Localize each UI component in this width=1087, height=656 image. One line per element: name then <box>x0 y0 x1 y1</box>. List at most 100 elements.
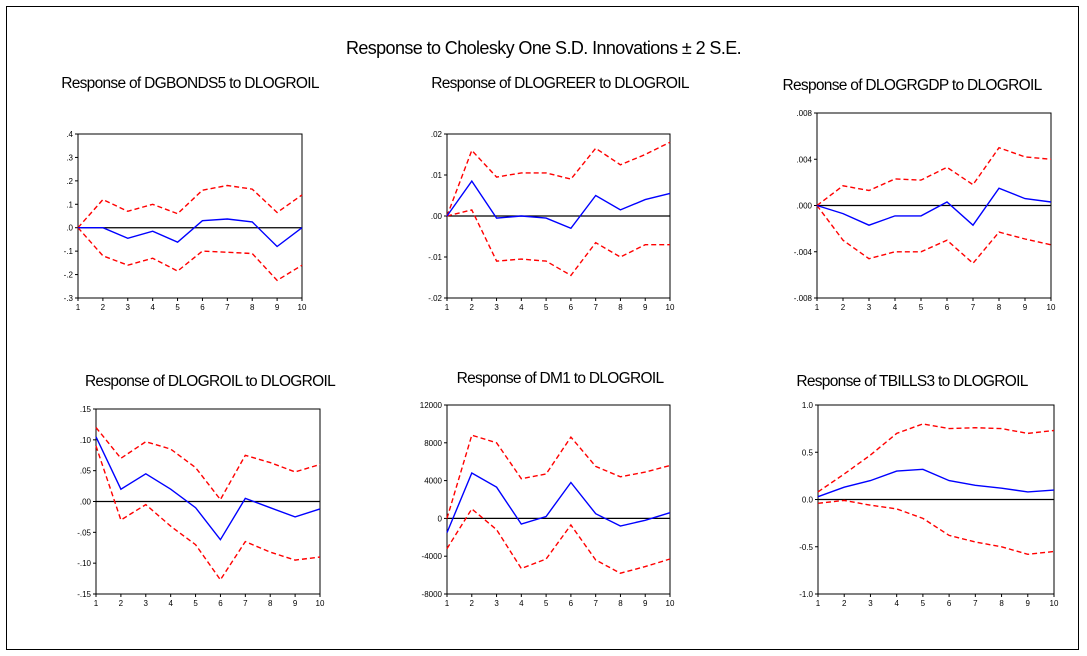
x-tick-label: 9 <box>1023 303 1028 312</box>
lower-band <box>446 209 670 277</box>
x-tick-label: 6 <box>569 599 574 608</box>
x-tick-label: 6 <box>945 303 950 312</box>
x-tick-label: 10 <box>298 303 307 312</box>
x-tick-label: 4 <box>894 599 899 608</box>
panel-5: Response of DM1 to DLOGROIL -8000 -4000 0 40… <box>420 370 675 608</box>
panel-3: Response of DLOGRGDP to DLOGROIL -.008 -.0… <box>782 77 1056 312</box>
x-tick-label: 10 <box>1050 599 1059 608</box>
upper-band <box>817 423 1055 493</box>
y-tick-label: -0.5 <box>799 543 813 552</box>
x-tick-label: 5 <box>193 599 198 608</box>
y-tick-label: .2 <box>66 177 73 186</box>
y-tick-label: 12000 <box>420 401 443 410</box>
y-tick-label: .02 <box>431 130 443 139</box>
x-tick-label: 2 <box>470 599 475 608</box>
x-tick-label: 5 <box>175 303 180 312</box>
panel-4: Response of DLOGROIL to DLOGROIL -.15 -.10… <box>77 373 337 608</box>
x-tick-label: 9 <box>293 599 298 608</box>
panel-6: Response of TBILLS3 to DLOGROIL -1.0 -0.5 0… <box>796 373 1059 608</box>
y-tick-label: -.05 <box>77 528 91 537</box>
y-tick-label: .004 <box>796 155 812 164</box>
x-tick-label: 2 <box>841 303 846 312</box>
panel-title: Response of DM1 to DLOGROIL <box>457 370 665 387</box>
x-tick-label: 2 <box>119 599 124 608</box>
x-tick-label: 2 <box>101 303 106 312</box>
x-tick-label: 6 <box>200 303 205 312</box>
lower-band <box>77 227 303 282</box>
lower-band <box>95 445 321 582</box>
lower-band <box>816 205 1052 265</box>
lower-band <box>817 499 1055 556</box>
x-tick-label: 9 <box>1026 599 1031 608</box>
x-tick-label: 5 <box>921 599 926 608</box>
panel-2: Response of DLOGREER to DLOGROIL -.02 -.01… <box>428 75 690 312</box>
x-tick-label: 7 <box>973 599 978 608</box>
x-tick-label: 5 <box>544 303 549 312</box>
upper-band <box>816 146 1052 207</box>
y-tick-label: .008 <box>796 109 812 118</box>
x-tick-label: 7 <box>971 303 976 312</box>
x-tick-label: 3 <box>126 303 131 312</box>
x-tick-label: 3 <box>494 599 499 608</box>
panel-title: Response of DLOGROIL to DLOGROIL <box>85 373 336 390</box>
x-tick-label: 8 <box>618 303 623 312</box>
y-tick-label: .00 <box>80 498 92 507</box>
x-tick-label: 6 <box>569 303 574 312</box>
y-tick-label: -.1 <box>64 247 74 256</box>
x-tick-label: 3 <box>494 303 499 312</box>
y-tick-label: 0.5 <box>802 448 814 457</box>
x-tick-label: 4 <box>150 303 155 312</box>
x-tick-label: 9 <box>643 599 648 608</box>
y-tick-label: 4000 <box>424 477 442 486</box>
y-tick-label: -.15 <box>77 590 91 599</box>
x-tick-label: 1 <box>445 303 450 312</box>
x-tick-label: 8 <box>268 599 273 608</box>
x-tick-label: 1 <box>94 599 99 608</box>
panel-title: Response of DGBONDS5 to DLOGROIL <box>61 75 320 92</box>
y-tick-label: 0.0 <box>802 496 814 505</box>
y-tick-label: .00 <box>431 212 443 221</box>
panel-title: Response of DLOGREER to DLOGROIL <box>431 75 690 92</box>
x-tick-label: 7 <box>593 599 598 608</box>
y-tick-label: .0 <box>66 224 73 233</box>
x-tick-label: 7 <box>243 599 248 608</box>
x-tick-label: 1 <box>76 303 81 312</box>
upper-band <box>446 141 671 217</box>
x-tick-label: 2 <box>470 303 475 312</box>
x-tick-label: 10 <box>316 599 325 608</box>
x-tick-label: 4 <box>519 599 524 608</box>
y-tick-label: -.10 <box>77 559 91 568</box>
y-tick-label: .01 <box>431 171 443 180</box>
x-tick-label: 8 <box>997 303 1002 312</box>
y-tick-label: -1.0 <box>799 590 813 599</box>
x-tick-label: 9 <box>643 303 648 312</box>
panel-1: Response of DGBONDS5 to DLOGROIL -.3 -.2 -.… <box>61 75 320 312</box>
y-tick-label: -8000 <box>422 590 443 599</box>
y-tick-label: -.02 <box>428 294 442 303</box>
y-tick-label: .1 <box>66 200 73 209</box>
x-tick-label: 3 <box>867 303 872 312</box>
x-tick-label: 9 <box>275 303 280 312</box>
y-tick-label: 8000 <box>424 439 442 448</box>
x-tick-label: 2 <box>842 599 847 608</box>
y-tick-label: .15 <box>80 405 92 414</box>
x-tick-label: 5 <box>919 303 924 312</box>
upper-band <box>77 184 303 229</box>
response-line <box>817 468 1055 498</box>
y-tick-label: .000 <box>796 202 812 211</box>
response-line <box>816 187 1052 227</box>
x-tick-label: 6 <box>218 599 223 608</box>
plot-frame <box>446 404 671 595</box>
panel-title: Response of DLOGRGDP to DLOGROIL <box>782 77 1042 94</box>
x-tick-label: 10 <box>666 303 675 312</box>
x-tick-label: 3 <box>144 599 149 608</box>
y-tick-label: 0 <box>438 514 443 523</box>
y-tick-label: -.01 <box>428 253 442 262</box>
y-tick-label: .05 <box>80 467 92 476</box>
x-tick-label: 8 <box>999 599 1004 608</box>
y-tick-label: -.004 <box>794 248 813 257</box>
upper-band <box>95 427 321 501</box>
x-tick-label: 8 <box>250 303 255 312</box>
x-tick-label: 7 <box>225 303 230 312</box>
y-tick-label: .3 <box>66 153 73 162</box>
